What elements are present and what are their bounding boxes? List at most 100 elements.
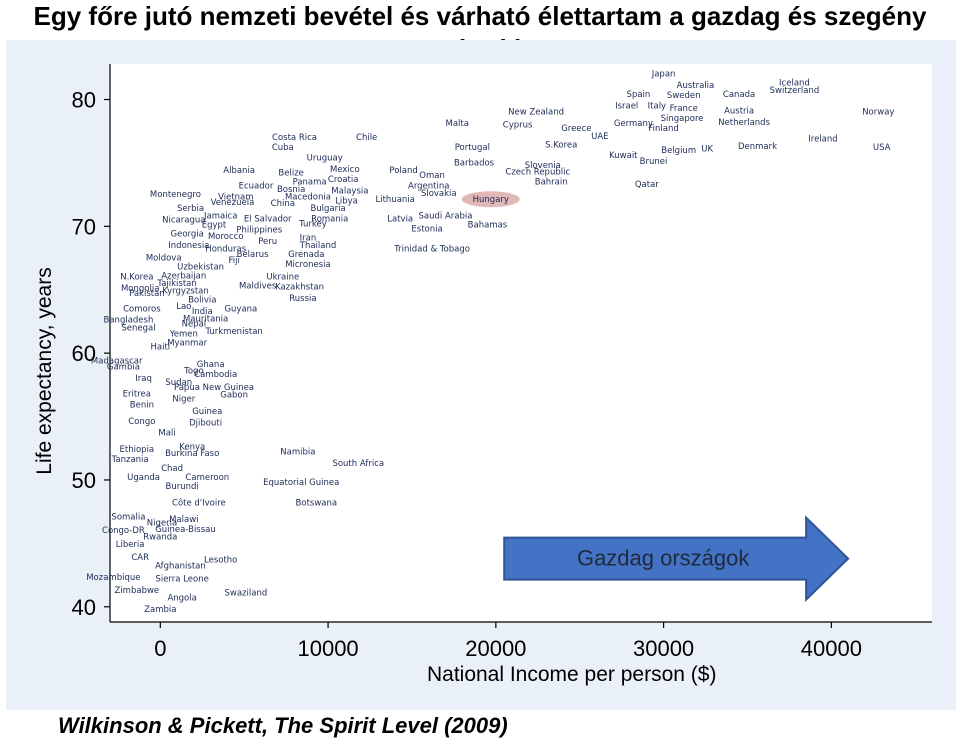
source-caption: Wilkinson & Pickett, The Spirit Level (2…	[58, 713, 508, 738]
point-label: Comoros	[123, 304, 161, 314]
point-label: Maldives	[239, 281, 277, 291]
point-label: Mali	[158, 429, 175, 439]
point-label: Albania	[223, 166, 255, 176]
point-label: Guinea	[192, 407, 222, 417]
point-label: Somalia	[111, 512, 145, 522]
point-label: Bahrain	[535, 177, 568, 187]
point-label: Equatorial Guinea	[263, 478, 339, 488]
point-label: Togo	[183, 366, 204, 376]
point-label: Mauritania	[183, 314, 228, 324]
point-label: Namibia	[280, 448, 315, 458]
point-label: Ethiopia	[120, 445, 155, 455]
point-label: Botswana	[296, 498, 338, 508]
point-label: Swaziland	[225, 588, 268, 598]
point-label: Barbados	[454, 158, 495, 168]
point-label: Burkina Faso	[165, 449, 219, 459]
point-label: Netherlands	[718, 118, 770, 128]
point-label: Greece	[561, 124, 591, 134]
point-label: Congo-DR	[102, 526, 145, 536]
point-label: Slovenia	[525, 161, 561, 171]
point-label: Kuwait	[609, 151, 638, 161]
point-label: Mozambique	[86, 573, 140, 583]
point-label: Cyprus	[503, 120, 533, 130]
point-label: Angola	[167, 593, 196, 603]
point-label: Argentina	[408, 181, 449, 191]
point-label: Canada	[723, 90, 755, 100]
point-label: China	[271, 199, 295, 209]
point-label: Lesotho	[204, 555, 237, 565]
point-label: Czech Republic	[505, 167, 570, 177]
point-label: Singapore	[661, 114, 704, 124]
point-label: Australia	[677, 81, 715, 91]
point-label: Uruguay	[307, 153, 343, 163]
point-label: Mexico	[330, 165, 360, 175]
point-label: Bulgaria	[310, 204, 345, 214]
point-label: Kazakhstan	[275, 283, 324, 293]
point-label: Cuba	[272, 143, 294, 153]
point-label: Malawi	[169, 515, 198, 525]
point-label: Iraq	[135, 374, 152, 384]
point-label: Indonesia	[168, 241, 209, 251]
point-label: Azerbaijan	[161, 271, 206, 281]
point-label: Belgium	[661, 146, 696, 156]
point-label: Madagascar	[91, 356, 143, 366]
point-label: Italy	[648, 101, 666, 111]
point-label: Thailand	[299, 241, 337, 251]
y-tick-label: 60	[72, 341, 96, 366]
x-tick-label: 0	[154, 636, 166, 661]
point-label: Lithuania	[375, 195, 414, 205]
point-label: Micronesia	[285, 260, 331, 270]
point-label: Hungary	[473, 195, 509, 205]
point-label: Grenada	[288, 250, 324, 260]
point-label: Peru	[258, 237, 277, 247]
x-tick-label: 40000	[801, 636, 862, 661]
point-label: Bolivia	[188, 295, 216, 305]
point-label: Saudi Arabia	[419, 212, 473, 222]
point-label: Portugal	[455, 143, 490, 153]
point-label: Cameroon	[185, 473, 229, 483]
point-label: Benin	[130, 401, 154, 411]
point-label: Sierra Leone	[155, 574, 208, 584]
rich-countries-arrow: Gazdag országok	[503, 515, 850, 602]
point-label: Gabon	[220, 391, 248, 401]
point-label: UAE	[591, 132, 608, 142]
axes: 40 50 60 70 80 0 10000 20000 30000 40000	[72, 64, 932, 661]
point-label: Liberia	[116, 540, 145, 550]
point-label: Norway	[862, 108, 894, 118]
point-label: South Africa	[332, 459, 384, 469]
point-label: Haiti	[150, 342, 170, 352]
point-label: Nigeria	[147, 519, 177, 529]
point-label: Trinidad & Tobago	[393, 245, 470, 255]
point-label: Niger	[172, 394, 195, 404]
point-label: Costa Rica	[272, 133, 317, 143]
point-label: Oman	[419, 171, 445, 181]
point-label: Brunei	[640, 157, 668, 167]
point-label: Finland	[648, 124, 678, 134]
point-label: New Zealand	[508, 108, 564, 118]
point-label: Eritrea	[123, 389, 151, 399]
point-label: Ghana	[197, 360, 225, 370]
y-axis-title: Life expectancy, years	[33, 267, 56, 474]
point-label: Uganda	[127, 473, 160, 483]
point-label: Sweden	[667, 91, 701, 101]
point-label: N.Korea	[120, 273, 153, 283]
point-label: Austria	[724, 106, 754, 116]
point-label: Iran	[300, 233, 317, 243]
point-label: UK	[701, 145, 713, 155]
point-label: Tanzania	[111, 455, 149, 465]
point-label: Macedonia	[285, 193, 331, 203]
x-tick-label: 10000	[297, 636, 358, 661]
point-label: Ukraine	[266, 273, 299, 283]
point-label: Israel	[615, 101, 638, 111]
point-label: Uzbekistan	[177, 262, 224, 272]
point-label: Honduras	[205, 245, 246, 255]
point-label: Chad	[161, 464, 183, 474]
point-label: USA	[873, 143, 891, 153]
point-label: Latvia	[387, 214, 413, 224]
point-label: Cambodia	[194, 370, 237, 380]
point-label: Kenya	[179, 443, 205, 453]
point-label: Senegal	[121, 323, 155, 333]
point-label: Bahamas	[468, 221, 508, 231]
point-label: Malta	[446, 119, 469, 129]
